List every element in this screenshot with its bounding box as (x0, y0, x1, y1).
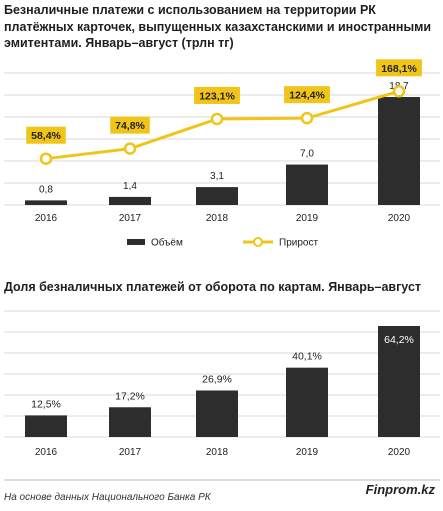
x-tick-label: 2020 (388, 213, 411, 224)
x-tick-label: 2016 (35, 213, 58, 224)
bar-data-label: 3,1 (210, 171, 224, 182)
bar-data-label: 17,2% (115, 390, 145, 402)
source-note: На основе данных Национального Банка РК (4, 492, 211, 503)
x-tick-label: 2018 (206, 213, 229, 224)
x-tick-label: 2017 (119, 213, 142, 224)
legend-line-marker (253, 237, 263, 247)
legend-volume-label: Объём (151, 237, 183, 249)
growth-label-bg (110, 116, 150, 134)
bar (109, 196, 151, 205)
growth-point (300, 111, 314, 125)
bar-data-label: 40,1% (292, 351, 322, 363)
x-tick-label: 2019 (296, 213, 319, 224)
bar-data-label: 1,4 (123, 181, 137, 192)
growth-point (210, 112, 224, 126)
bar (286, 367, 328, 437)
legend-bar-swatch (127, 239, 145, 245)
growth-data-label: 74,8% (115, 120, 145, 132)
bar-data-label: 7,0 (300, 149, 314, 160)
brand-logo: Finprom.kz (365, 482, 435, 497)
x-tick-label: 2020 (388, 447, 411, 458)
bar (378, 97, 420, 205)
bar (25, 415, 67, 437)
growth-data-label: 123,1% (199, 90, 235, 102)
growth-label-bg (26, 126, 66, 144)
bar (286, 164, 328, 205)
growth-data-label: 168,1% (381, 63, 417, 75)
growth-data-label: 124,4% (289, 90, 325, 102)
growth-data-label: 58,4% (31, 130, 61, 142)
growth-label-bg (284, 86, 330, 104)
growth-point (123, 142, 137, 155)
bar (196, 187, 238, 205)
growth-point (39, 152, 53, 165)
bar-data-label: 12,5% (31, 398, 61, 410)
x-tick-label: 2017 (119, 447, 142, 458)
bar (109, 407, 151, 437)
legend-growth-label: Прирост (279, 238, 318, 249)
chart1-title: Безналичные платежи с использованием на … (4, 3, 432, 50)
growth-label-bg (376, 59, 422, 77)
x-tick-label: 2016 (35, 447, 58, 458)
growth-label-bg (194, 86, 240, 104)
bar-data-label: 64,2% (384, 334, 414, 346)
chart1-plot: 0,81,43,17,018,758,4%74,8%123,1%124,4%16… (4, 59, 440, 249)
bar (378, 326, 420, 437)
bar-data-label: 0,8 (39, 184, 53, 195)
chart2-title: Доля безналичных платежей от оборота по … (4, 280, 422, 294)
x-tick-label: 2018 (206, 447, 229, 458)
x-tick-label: 2019 (296, 447, 319, 458)
bar-data-label: 26,9% (202, 373, 232, 385)
bar (25, 200, 67, 205)
growth-point (392, 85, 406, 98)
bar (196, 390, 238, 437)
